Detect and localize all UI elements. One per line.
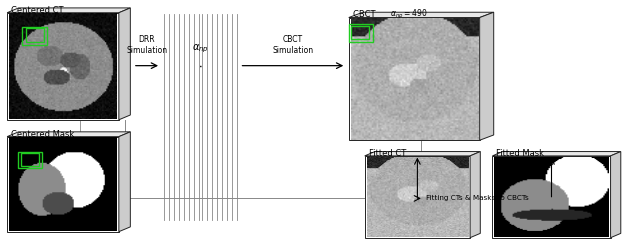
- Polygon shape: [492, 156, 611, 238]
- Polygon shape: [119, 8, 131, 120]
- Text: Centered Mask: Centered Mask: [11, 130, 74, 139]
- Polygon shape: [349, 17, 479, 140]
- Bar: [351, 26, 369, 39]
- Text: CBCT
Simulation: CBCT Simulation: [272, 35, 314, 55]
- Bar: [349, 23, 373, 42]
- Polygon shape: [470, 151, 480, 238]
- Text: Fitted CT: Fitted CT: [369, 149, 406, 158]
- Polygon shape: [7, 132, 131, 137]
- Text: $\alpha_{np} = 490$: $\alpha_{np} = 490$: [390, 8, 428, 22]
- Polygon shape: [611, 151, 621, 238]
- Text: Fitted Mask: Fitted Mask: [496, 149, 544, 158]
- Polygon shape: [7, 13, 119, 120]
- Polygon shape: [7, 137, 119, 232]
- Text: $\alpha_{np}$: $\alpha_{np}$: [192, 43, 209, 55]
- Bar: [21, 153, 39, 166]
- Polygon shape: [365, 151, 480, 156]
- Polygon shape: [7, 8, 131, 13]
- Text: CBCT: CBCT: [353, 10, 380, 19]
- Bar: [26, 28, 44, 42]
- Bar: [18, 151, 42, 168]
- Bar: [22, 27, 47, 45]
- Polygon shape: [492, 151, 621, 156]
- Polygon shape: [119, 132, 131, 232]
- Polygon shape: [365, 156, 470, 238]
- Text: DRR
Simulation: DRR Simulation: [126, 35, 168, 55]
- Text: Fitting CTs & Masks to CBCTs: Fitting CTs & Masks to CBCTs: [426, 196, 529, 201]
- Polygon shape: [349, 12, 493, 17]
- Text: Centered CT: Centered CT: [11, 6, 63, 15]
- Polygon shape: [479, 12, 493, 140]
